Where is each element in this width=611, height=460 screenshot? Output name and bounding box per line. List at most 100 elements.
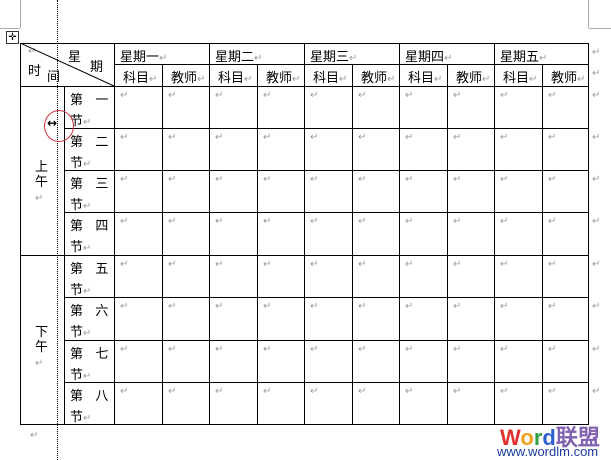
table-cell[interactable]: ↵	[263, 259, 272, 270]
table-cell[interactable]: ↵	[405, 90, 414, 101]
table-move-handle[interactable]: ✛	[6, 31, 19, 44]
table-cell[interactable]: ↵	[263, 216, 272, 227]
table-cell[interactable]: ↵	[453, 174, 462, 185]
table-cell[interactable]: ↵	[215, 301, 224, 312]
table-cell[interactable]: ↵	[405, 259, 414, 270]
table-cell[interactable]: ↵	[120, 386, 129, 397]
table-cell[interactable]: ↵	[500, 344, 509, 355]
page-margin-right-h	[589, 28, 611, 29]
table-cell[interactable]: ↵	[120, 216, 129, 227]
table-cell[interactable]: ↵	[263, 174, 272, 185]
column-boundary-guide	[57, 0, 58, 460]
table-cell[interactable]: ↵	[405, 174, 414, 185]
row-end-mark: ↵	[592, 174, 601, 185]
table-cell[interactable]: ↵	[358, 90, 367, 101]
corner-time: 时	[28, 64, 42, 79]
table-cell[interactable]: ↵	[263, 301, 272, 312]
table-cell[interactable]: ↵	[500, 174, 509, 185]
table-cell[interactable]: ↵	[263, 386, 272, 397]
day-header: 星期四↵	[405, 50, 453, 65]
table-cell[interactable]: ↵	[310, 132, 319, 143]
table-cell[interactable]: ↵	[120, 90, 129, 101]
subject-header: 科目↵	[503, 71, 538, 86]
table-cell[interactable]: ↵	[500, 90, 509, 101]
table-cell[interactable]: ↵	[215, 344, 224, 355]
table-cell[interactable]: ↵	[358, 132, 367, 143]
table-cell[interactable]: ↵	[453, 259, 462, 270]
subject-header: 科目↵	[218, 71, 253, 86]
table-cell[interactable]: ↵	[120, 259, 129, 270]
row-line	[64, 128, 589, 129]
table-cell[interactable]: ↵	[358, 386, 367, 397]
table-cell[interactable]: ↵	[310, 344, 319, 355]
table-cell[interactable]: ↵	[310, 386, 319, 397]
table-cell[interactable]: ↵	[310, 259, 319, 270]
period-label: 第 八	[70, 389, 109, 404]
table-cell[interactable]: ↵	[168, 90, 177, 101]
day-header: 星期三↵	[310, 50, 358, 65]
table-cell[interactable]: ↵	[120, 132, 129, 143]
table-cell[interactable]: ↵	[168, 132, 177, 143]
row-line	[64, 170, 589, 171]
table-cell[interactable]: ↵	[358, 344, 367, 355]
table-cell[interactable]: ↵	[548, 90, 557, 101]
table-cell[interactable]: ↵	[548, 301, 557, 312]
table-cell[interactable]: ↵	[548, 386, 557, 397]
table-cell[interactable]: ↵	[453, 90, 462, 101]
table-cell[interactable]: ↵	[548, 216, 557, 227]
table-cell[interactable]: ↵	[168, 344, 177, 355]
table-cell[interactable]: ↵	[310, 301, 319, 312]
table-cell[interactable]: ↵	[405, 386, 414, 397]
table-cell[interactable]: ↵	[453, 132, 462, 143]
table-cell[interactable]: ↵	[405, 132, 414, 143]
table-cell[interactable]: ↵	[310, 216, 319, 227]
table-cell[interactable]: ↵	[215, 132, 224, 143]
table-cell[interactable]: ↵	[548, 132, 557, 143]
table-cell[interactable]: ↵	[500, 216, 509, 227]
table-cell[interactable]: ↵	[215, 90, 224, 101]
table-cell[interactable]: ↵	[405, 216, 414, 227]
row-end-mark: ↵	[592, 344, 601, 355]
table-cell[interactable]: ↵	[168, 174, 177, 185]
table-cell[interactable]: ↵	[453, 301, 462, 312]
table-cell[interactable]: ↵	[358, 216, 367, 227]
table-cell[interactable]: ↵	[263, 90, 272, 101]
table-cell[interactable]: ↵	[500, 301, 509, 312]
table-cell[interactable]: ↵	[263, 344, 272, 355]
table-cell[interactable]: ↵	[358, 174, 367, 185]
table-cell[interactable]: ↵	[120, 344, 129, 355]
row-end-mark: ↵	[592, 47, 601, 58]
day-header-divider	[114, 64, 589, 65]
period-label: 第 一	[70, 93, 109, 108]
table-cell[interactable]: ↵	[453, 216, 462, 227]
table-cell[interactable]: ↵	[453, 386, 462, 397]
table-cell[interactable]: ↵	[168, 216, 177, 227]
table-cell[interactable]: ↵	[548, 344, 557, 355]
table-cell[interactable]: ↵	[500, 259, 509, 270]
table-cell[interactable]: ↵	[168, 301, 177, 312]
table-cell[interactable]: ↵	[453, 344, 462, 355]
table-cell[interactable]: ↵	[405, 344, 414, 355]
table-cell[interactable]: ↵	[168, 386, 177, 397]
col-line	[162, 64, 163, 425]
table-cell[interactable]: ↵	[310, 90, 319, 101]
table-cell[interactable]: ↵	[215, 216, 224, 227]
col-line	[20, 43, 21, 425]
table-cell[interactable]: ↵	[120, 301, 129, 312]
table-cell[interactable]: ↵	[310, 174, 319, 185]
table-cell[interactable]: ↵	[548, 174, 557, 185]
table-cell[interactable]: ↵	[215, 259, 224, 270]
table-cell[interactable]: ↵	[358, 259, 367, 270]
table-cell[interactable]: ↵	[120, 174, 129, 185]
table-cell[interactable]: ↵	[215, 174, 224, 185]
table-cell[interactable]: ↵	[168, 259, 177, 270]
table-cell[interactable]: ↵	[500, 386, 509, 397]
table-cell[interactable]: ↵	[405, 301, 414, 312]
table-cell[interactable]: ↵	[548, 259, 557, 270]
table-cell[interactable]: ↵	[263, 132, 272, 143]
session-label: 下午 ↵	[35, 325, 49, 369]
table-cell[interactable]: ↵	[500, 132, 509, 143]
table-cell[interactable]: ↵	[358, 301, 367, 312]
subject-header: 科目↵	[313, 71, 348, 86]
table-cell[interactable]: ↵	[215, 386, 224, 397]
